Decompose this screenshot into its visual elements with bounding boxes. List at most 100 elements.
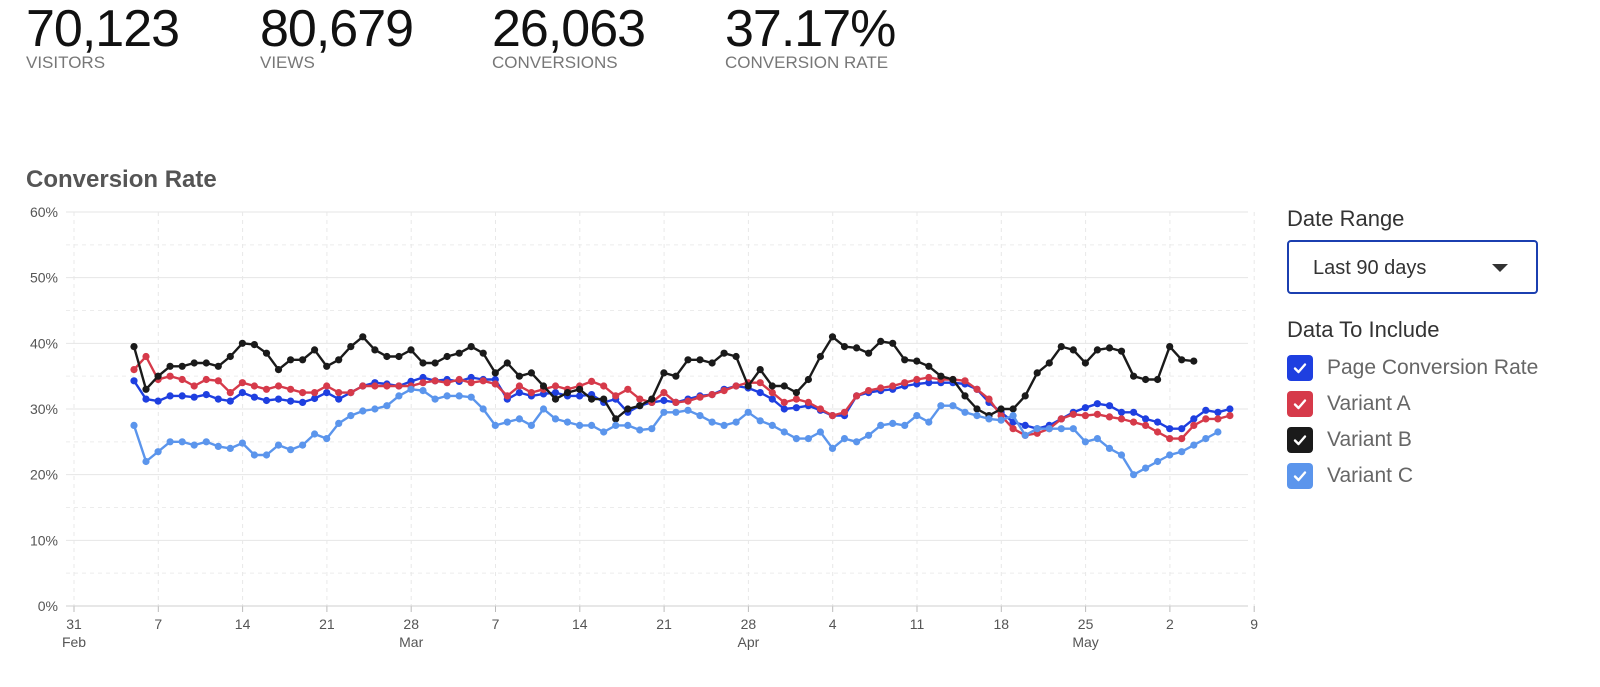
data-point-variant-a: [1009, 425, 1017, 433]
data-point-variant-a: [973, 385, 981, 393]
data-point-page-conversion-rate: [214, 395, 222, 403]
data-point-variant-a: [431, 377, 439, 385]
checkbox[interactable]: [1287, 355, 1313, 381]
data-point-variant-b: [961, 392, 969, 400]
data-point-variant-b: [563, 389, 572, 397]
data-point-variant-b: [419, 359, 427, 367]
data-point-variant-a: [371, 382, 379, 390]
data-point-variant-a: [1117, 415, 1126, 423]
data-point-variant-a: [985, 395, 993, 403]
data-point-variant-c: [853, 438, 861, 446]
data-point-variant-c: [190, 441, 198, 449]
data-point-variant-a: [828, 412, 837, 420]
data-point-page-conversion-rate: [1226, 405, 1234, 413]
data-point-variant-c: [443, 392, 451, 400]
data-point-variant-b: [551, 395, 560, 403]
data-point-variant-a: [901, 379, 909, 387]
data-point-variant-c: [262, 451, 271, 459]
data-point-variant-b: [1045, 359, 1053, 367]
data-point-variant-c: [1069, 425, 1077, 433]
data-point-variant-c: [250, 451, 258, 459]
data-point-variant-c: [612, 421, 620, 429]
data-point-variant-a: [612, 392, 620, 400]
data-point-variant-b: [768, 382, 776, 390]
data-point-variant-a: [467, 379, 475, 387]
data-point-variant-a: [323, 382, 331, 390]
checkbox[interactable]: [1287, 427, 1313, 453]
y-tick-label: 40%: [30, 335, 58, 351]
data-point-variant-b: [274, 366, 283, 374]
data-point-variant-a: [756, 379, 764, 387]
checkbox-variant-b[interactable]: Variant B: [1287, 422, 1557, 458]
data-point-page-conversion-rate: [130, 377, 138, 385]
data-point-variant-a: [925, 373, 933, 382]
data-point-variant-b: [1190, 357, 1198, 365]
data-point-variant-a: [238, 379, 246, 387]
x-tick-label: 28: [403, 616, 419, 632]
data-point-variant-c: [1202, 435, 1210, 443]
date-range-dropdown[interactable]: Last 90 days: [1287, 240, 1538, 294]
data-point-variant-c: [407, 385, 415, 393]
data-point-variant-a: [1166, 435, 1174, 443]
data-point-variant-b: [792, 389, 801, 397]
data-point-variant-a: [443, 379, 451, 387]
data-point-page-conversion-rate: [142, 395, 150, 403]
data-point-variant-c: [154, 448, 162, 456]
x-tick-label: 25: [1078, 616, 1094, 632]
data-point-variant-b: [588, 395, 596, 403]
data-point-variant-b: [973, 405, 981, 413]
data-point-variant-a: [226, 389, 234, 397]
data-point-variant-c: [913, 412, 921, 420]
data-point-variant-a: [913, 375, 921, 384]
data-point-variant-b: [1105, 344, 1114, 352]
checkbox-variant-a[interactable]: Variant A: [1287, 386, 1557, 422]
data-point-variant-a: [961, 377, 969, 385]
data-point-page-conversion-rate: [551, 389, 560, 397]
data-point-variant-a: [202, 375, 210, 384]
data-point-variant-b: [648, 395, 656, 403]
data-point-variant-c: [672, 408, 680, 416]
data-point-variant-b: [1130, 372, 1138, 380]
data-point-variant-b: [371, 346, 379, 354]
data-point-variant-c: [1142, 464, 1150, 472]
data-point-page-conversion-rate: [226, 397, 234, 405]
data-point-variant-c: [238, 439, 246, 447]
data-point-page-conversion-rate: [287, 397, 295, 405]
data-point-variant-b: [287, 356, 295, 364]
data-point-variant-a: [335, 389, 343, 397]
data-point-page-conversion-rate: [178, 392, 186, 400]
data-point-variant-c: [576, 421, 584, 429]
data-point-variant-b: [1033, 369, 1041, 377]
data-point-variant-b: [503, 359, 511, 367]
data-point-variant-c: [202, 438, 210, 446]
data-point-variant-c: [347, 412, 355, 420]
data-point-variant-b: [840, 343, 849, 351]
checkbox[interactable]: [1287, 391, 1313, 417]
checkbox-page-conversion-rate[interactable]: Page Conversion Rate: [1287, 350, 1557, 386]
data-point-variant-c: [395, 392, 403, 400]
x-tick-month-label: Feb: [62, 634, 86, 650]
data-point-variant-b: [1154, 375, 1162, 384]
data-point-variant-a: [419, 379, 427, 387]
checkmark-icon: [1293, 471, 1307, 482]
data-point-variant-c: [889, 419, 897, 427]
data-point-page-conversion-rate: [1130, 408, 1138, 416]
data-point-variant-b: [600, 395, 608, 403]
data-point-variant-c: [1190, 441, 1198, 449]
data-point-variant-b: [214, 362, 222, 370]
checkbox[interactable]: [1287, 463, 1313, 489]
data-point-variant-b: [431, 359, 439, 367]
data-point-page-conversion-rate: [1178, 425, 1186, 433]
data-point-variant-b: [1178, 356, 1186, 364]
data-point-page-conversion-rate: [1093, 400, 1101, 408]
data-point-page-conversion-rate: [323, 389, 331, 397]
data-point-page-conversion-rate: [299, 398, 307, 406]
data-point-variant-a: [1202, 415, 1210, 423]
data-point-variant-b: [612, 415, 620, 423]
checkbox-variant-c[interactable]: Variant C: [1287, 458, 1557, 494]
data-point-page-conversion-rate: [1214, 408, 1222, 416]
data-point-variant-a: [877, 384, 885, 392]
data-point-variant-c: [551, 415, 560, 423]
data-point-variant-a: [1105, 413, 1114, 421]
data-point-page-conversion-rate: [262, 396, 271, 405]
